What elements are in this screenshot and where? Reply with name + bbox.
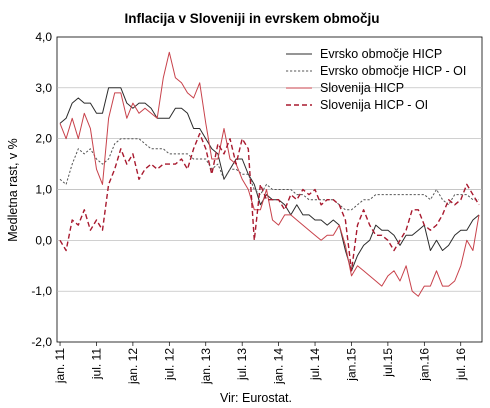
legend-label-2: Slovenija HICP [320, 81, 404, 95]
x-tick-label: jan. 13 [199, 348, 213, 385]
x-tick-label: jan. 12 [126, 348, 140, 385]
legend-label-3: Slovenija HICP - OI [320, 98, 428, 112]
gridlines [57, 87, 482, 292]
series-line-2 [59, 51, 480, 297]
x-tick-label: jul. 13 [235, 348, 249, 381]
x-tick-label: jan. 11 [53, 348, 67, 384]
x-tick-label: jul. 14 [308, 348, 322, 381]
y-tick-label: 2,0 [35, 132, 52, 146]
y-tick-label: -2,0 [31, 335, 52, 349]
series-line-1 [59, 138, 479, 211]
y-tick-label: 0,0 [35, 233, 52, 247]
y-axis-ticks: 4,0 3,0 2,0 1,0 0,0 -1,0 -2,0 [31, 30, 52, 349]
legend: Evrsko območje HICP Evrsko območje HICP -… [286, 47, 466, 112]
x-tick-label: jul. 12 [162, 348, 176, 381]
x-tick-label: jan. 14 [272, 348, 286, 385]
chart-title: Inflacija v Sloveniji in evrskem območju [124, 11, 379, 26]
y-tick-label: -1,0 [31, 284, 52, 298]
y-tick-label: 3,0 [35, 81, 52, 95]
x-tick-label: jul.15 [381, 348, 395, 378]
series-line-3 [59, 132, 480, 272]
legend-label-1: Evrsko območje HICP - OI [320, 64, 466, 78]
x-axis-ticks: jan. 11 jul. 11 jan. 12 jul. 12 jan. 13 jul. … [53, 342, 468, 385]
x-tick-label: jul. 16 [454, 348, 468, 381]
y-axis-label: Medletna rast, v % [6, 138, 20, 242]
source-note: Vir: Eurostat. [220, 391, 292, 405]
series-lines [59, 51, 480, 297]
x-tick-label: jul. 11 [89, 348, 103, 380]
y-tick-label: 1,0 [35, 183, 52, 197]
x-tick-label: jan.15 [344, 348, 358, 382]
series-line-0 [59, 87, 480, 272]
legend-label-0: Evrsko območje HICP [320, 47, 442, 61]
x-tick-label: jan.16 [417, 348, 431, 382]
y-tick-label: 4,0 [35, 30, 52, 44]
